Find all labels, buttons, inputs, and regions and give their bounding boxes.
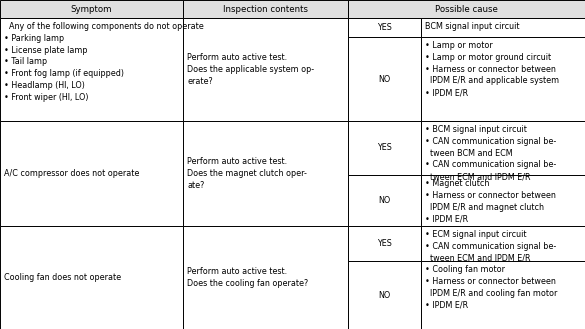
Bar (421, 226, 585, 261)
Text: BCM signal input circuit: BCM signal input circuit (425, 22, 519, 31)
Bar (0, 0, 183, 18)
Bar (421, 37, 585, 121)
Bar (348, 261, 421, 329)
Text: • Cooling fan motor
• Harness or connector between
  IPDM E/R and cooling fan mo: • Cooling fan motor • Harness or connect… (425, 265, 558, 309)
Bar (348, 226, 421, 261)
Text: NO: NO (378, 196, 391, 205)
Bar (348, 121, 421, 175)
Bar (183, 0, 348, 18)
Text: Possible cause: Possible cause (435, 5, 498, 13)
Bar (348, 18, 421, 37)
Text: NO: NO (378, 291, 391, 299)
Text: • Lamp or motor
• Lamp or motor ground circuit
• Harness or connector between
  : • Lamp or motor • Lamp or motor ground c… (425, 41, 559, 97)
Text: YES: YES (377, 239, 392, 248)
Text: A/C compressor does not operate: A/C compressor does not operate (4, 169, 139, 178)
Bar (348, 175, 421, 226)
Bar (421, 175, 585, 226)
Text: • BCM signal input circuit
• CAN communication signal be-
  tween BCM and ECM
• : • BCM signal input circuit • CAN communi… (425, 125, 556, 181)
Text: Perform auto active test.
Does the applicable system op-
erate?: Perform auto active test. Does the appli… (187, 53, 314, 86)
Bar (348, 37, 421, 121)
Text: Inspection contents: Inspection contents (223, 5, 308, 13)
Bar (421, 18, 585, 37)
Text: Perform auto active test.
Does the cooling fan operate?: Perform auto active test. Does the cooli… (187, 267, 308, 288)
Bar (183, 226, 348, 329)
Text: • ECM signal input circuit
• CAN communication signal be-
  tween ECM and IPDM E: • ECM signal input circuit • CAN communi… (425, 230, 556, 263)
Bar (348, 0, 585, 18)
Bar (0, 226, 183, 329)
Text: Any of the following components do not operate
• Parking lamp
• License plate la: Any of the following components do not o… (4, 22, 204, 102)
Bar (421, 121, 585, 175)
Bar (0, 18, 183, 121)
Bar (183, 121, 348, 226)
Bar (183, 18, 348, 121)
Text: Symptom: Symptom (71, 5, 112, 13)
Text: Cooling fan does not operate: Cooling fan does not operate (4, 273, 121, 282)
Bar (0, 121, 183, 226)
Bar (421, 261, 585, 329)
Text: Perform auto active test.
Does the magnet clutch oper-
ate?: Perform auto active test. Does the magne… (187, 157, 307, 190)
Text: NO: NO (378, 74, 391, 84)
Text: • Magnet clutch
• Harness or connector between
  IPDM E/R and magnet clutch
• IP: • Magnet clutch • Harness or connector b… (425, 179, 556, 223)
Text: YES: YES (377, 143, 392, 153)
Text: YES: YES (377, 23, 392, 32)
